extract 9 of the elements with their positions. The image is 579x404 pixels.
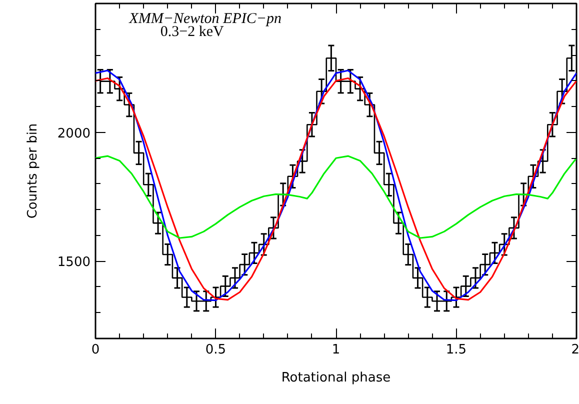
x-axis-title: Rotational phase — [281, 370, 391, 386]
x-tick-label: 1 — [332, 342, 340, 358]
x-tick-label: 0.5 — [205, 342, 226, 358]
x-tick-label: 0 — [91, 342, 100, 358]
y-tick-label: 2000 — [57, 126, 91, 142]
x-tick-label: 2 — [571, 342, 579, 358]
y-axis-title: Counts per bin — [25, 123, 40, 219]
x-tick-label: 1.5 — [446, 342, 467, 358]
y-tick-label: 1500 — [57, 255, 91, 270]
